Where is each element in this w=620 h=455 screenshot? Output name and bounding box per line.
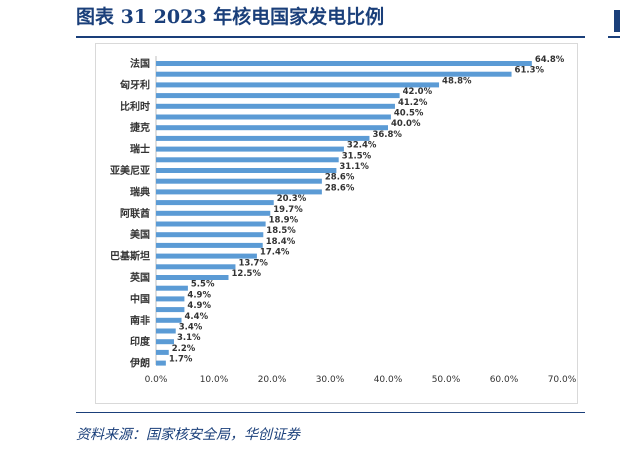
bar-2: [156, 82, 440, 88]
title-rule: [76, 36, 585, 38]
value-label-4: 41.2%: [398, 98, 428, 108]
bar-5: [156, 114, 391, 120]
x-tick-label-7: 70.0%: [548, 375, 577, 385]
bar-24: [156, 317, 182, 323]
bar-17: [156, 242, 263, 248]
value-label-19: 13.7%: [238, 258, 268, 268]
category-label-6: 捷克: [130, 121, 150, 134]
x-tick-label-6: 60.0%: [490, 375, 519, 385]
x-tick-label-3: 30.0%: [316, 375, 345, 385]
chart-frame: 64.8% 法国 61.3% 48.8% 匈牙利 42.0% 41.2% 比利时 40.5% 40…: [95, 43, 578, 404]
bar-7: [156, 135, 370, 141]
value-label-8: 32.4%: [347, 141, 377, 151]
bar-16: [156, 232, 264, 238]
x-tick-label-0: 0.0%: [145, 375, 168, 385]
bar-28: [156, 360, 166, 366]
category-label-24: 南非: [130, 314, 150, 327]
category-label-14: 阿联酋: [120, 207, 150, 220]
category-label-8: 瑞士: [130, 143, 150, 156]
bar-1: [156, 71, 512, 77]
value-label-22: 4.9%: [187, 290, 211, 300]
figure-title: 图表 31 2023 年核电国家发电比例: [76, 6, 385, 28]
bar-22: [156, 296, 185, 302]
bar-8: [156, 146, 344, 152]
category-label-18: 巴基斯坦: [110, 250, 150, 263]
bar-3: [156, 93, 400, 99]
category-label-4: 比利时: [120, 100, 150, 113]
bar-10: [156, 168, 337, 173]
value-label-12: 28.6%: [325, 183, 355, 193]
value-label-21: 5.5%: [191, 280, 215, 290]
value-label-23: 4.9%: [187, 301, 211, 311]
category-label-28: 伊朗: [129, 357, 150, 370]
value-label-20: 12.5%: [232, 269, 262, 279]
source-note: 资料来源：国家核安全局，华创证券: [76, 427, 300, 443]
category-label-26: 印度: [130, 335, 151, 348]
bar-9: [156, 157, 339, 163]
value-label-6: 40.0%: [391, 119, 421, 129]
value-label-10: 31.1%: [339, 162, 369, 172]
bar-0: [156, 61, 532, 66]
value-label-27: 2.2%: [172, 344, 196, 354]
bar-4: [156, 103, 395, 109]
value-label-13: 20.3%: [277, 194, 307, 204]
value-label-24: 4.4%: [185, 312, 209, 322]
category-label-10: 亚美尼亚: [110, 164, 150, 177]
bottom-rule: [76, 412, 585, 413]
value-label-11: 28.6%: [325, 173, 355, 183]
value-label-18: 17.4%: [260, 248, 290, 258]
value-label-3: 42.0%: [403, 87, 433, 97]
value-label-14: 19.7%: [273, 205, 303, 215]
value-label-1: 61.3%: [515, 66, 545, 76]
category-label-0: 法国: [130, 57, 150, 70]
value-label-2: 48.8%: [442, 76, 472, 86]
value-label-17: 18.4%: [266, 237, 296, 247]
edge-rule: [608, 36, 620, 38]
value-label-25: 3.4%: [179, 323, 203, 333]
bar-23: [156, 307, 185, 313]
bar-25: [156, 328, 176, 334]
category-label-12: 瑞典: [130, 185, 150, 198]
bar-14: [156, 210, 271, 216]
value-label-26: 3.1%: [177, 333, 201, 343]
bar-19: [156, 264, 236, 270]
bar-13: [156, 200, 274, 206]
category-label-16: 美国: [130, 228, 150, 241]
value-label-0: 64.8%: [535, 55, 565, 65]
bar-27: [156, 349, 169, 355]
category-label-2: 匈牙利: [120, 78, 150, 91]
x-tick-label-4: 40.0%: [374, 375, 403, 385]
bar-6: [156, 125, 388, 131]
x-tick-label-1: 10.0%: [200, 375, 229, 385]
x-tick-label-5: 50.0%: [432, 375, 461, 385]
value-label-9: 31.5%: [342, 151, 372, 161]
bar-21: [156, 285, 188, 291]
bar-15: [156, 221, 266, 227]
value-label-16: 18.5%: [266, 226, 296, 236]
bar-18: [156, 253, 257, 259]
value-label-7: 36.8%: [372, 130, 402, 140]
category-label-20: 英国: [129, 271, 150, 284]
bar-26: [156, 339, 174, 345]
bar-11: [156, 178, 322, 184]
category-label-22: 中国: [130, 292, 150, 305]
edge-mark: [614, 10, 620, 32]
bar-chart: 64.8%法国61.3%48.8%匈牙利42.0%41.2%比利时40.5%40…: [110, 55, 577, 385]
bar-20: [156, 275, 229, 280]
bar-12: [156, 189, 322, 195]
value-label-5: 40.5%: [394, 109, 424, 119]
value-label-15: 18.9%: [269, 216, 299, 226]
value-label-28: 1.7%: [169, 355, 193, 365]
x-tick-label-2: 20.0%: [258, 375, 287, 385]
